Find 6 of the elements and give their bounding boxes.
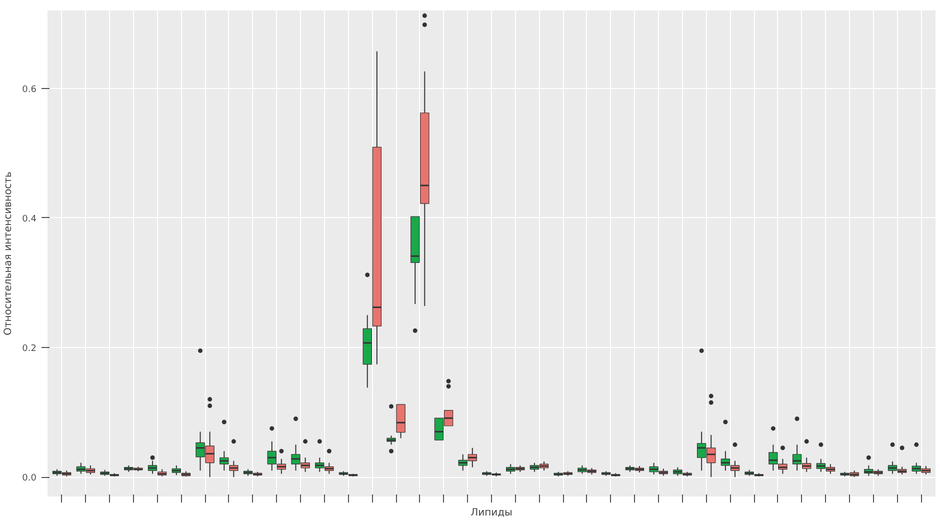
y-tick-label: 0.0: [22, 474, 37, 484]
y-axis-title: Относительная интенсивность: [3, 172, 14, 336]
y-tick-label: 0.4: [22, 214, 37, 224]
y-tick-label: 0.2: [22, 344, 37, 354]
y-tick-label: 0.6: [22, 84, 37, 95]
x-axis-title: Липиды: [470, 508, 513, 518]
